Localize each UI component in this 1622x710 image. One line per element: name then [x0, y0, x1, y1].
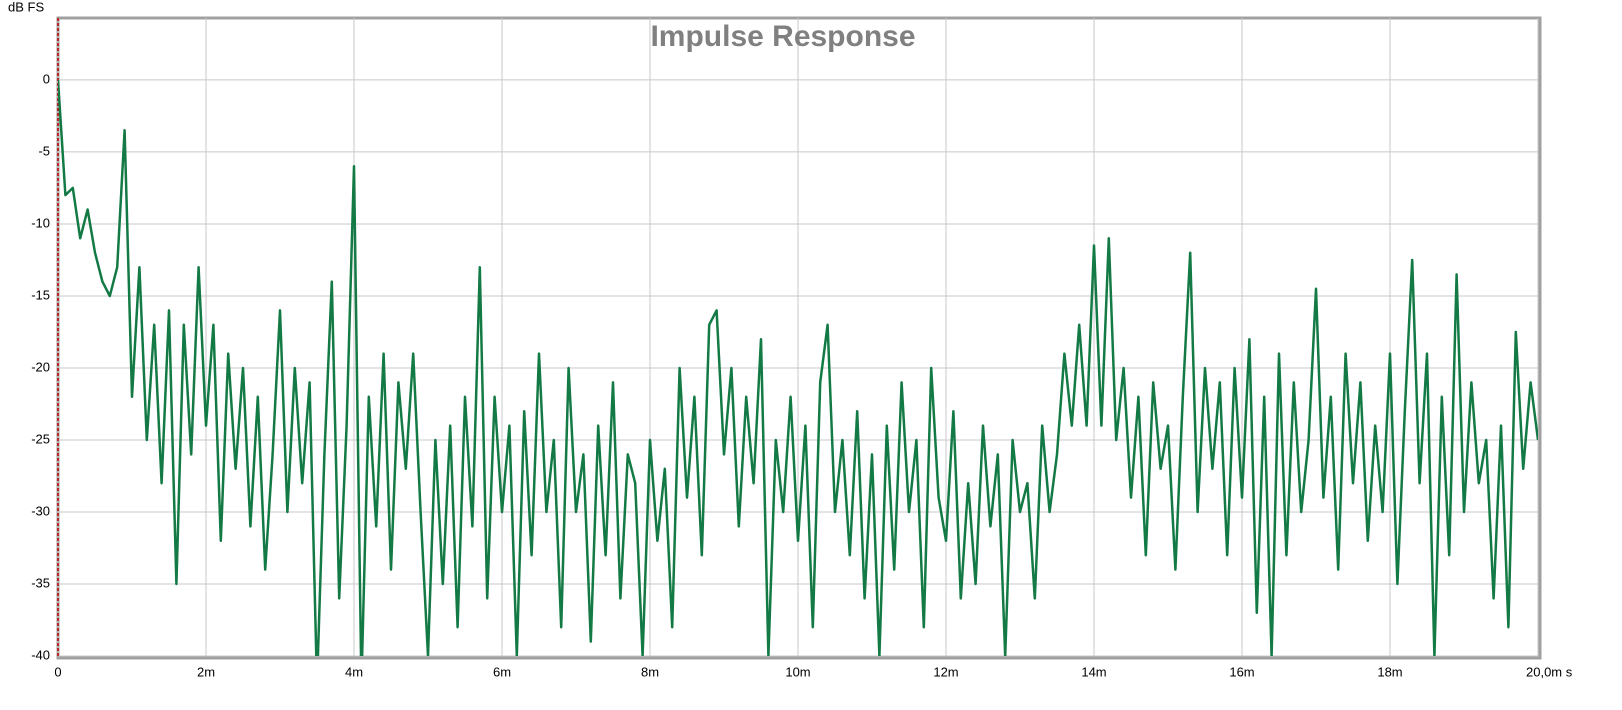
x-tick-label: 6m — [493, 664, 511, 679]
x-tick-label: 8m — [641, 664, 659, 679]
x-tick-label: 14m — [1081, 664, 1106, 679]
x-tick-label: 20,0m s — [1526, 664, 1573, 679]
x-tick-label: 12m — [933, 664, 958, 679]
x-tick-label: 18m — [1377, 664, 1402, 679]
y-tick-label: -30 — [31, 503, 50, 518]
y-tick-label: -35 — [31, 575, 50, 590]
x-tick-label: 4m — [345, 664, 363, 679]
y-tick-label: -10 — [31, 215, 50, 230]
y-tick-label: -20 — [31, 359, 50, 374]
data-line — [58, 79, 1538, 656]
y-tick-label: -40 — [31, 647, 50, 662]
y-tick-label: -25 — [31, 431, 50, 446]
chart-title: Impulse Response — [650, 20, 915, 53]
x-tick-label: 0 — [54, 664, 61, 679]
plot-frame — [56, 16, 1542, 660]
x-tick-label: 10m — [785, 664, 810, 679]
y-tick-label: -15 — [31, 287, 50, 302]
y-axis-label: dB FS — [8, 0, 44, 14]
x-tick-label: 16m — [1229, 664, 1254, 679]
y-tick-label: 0 — [43, 71, 50, 86]
y-tick-label: -5 — [38, 143, 50, 158]
x-tick-label: 2m — [197, 664, 215, 679]
